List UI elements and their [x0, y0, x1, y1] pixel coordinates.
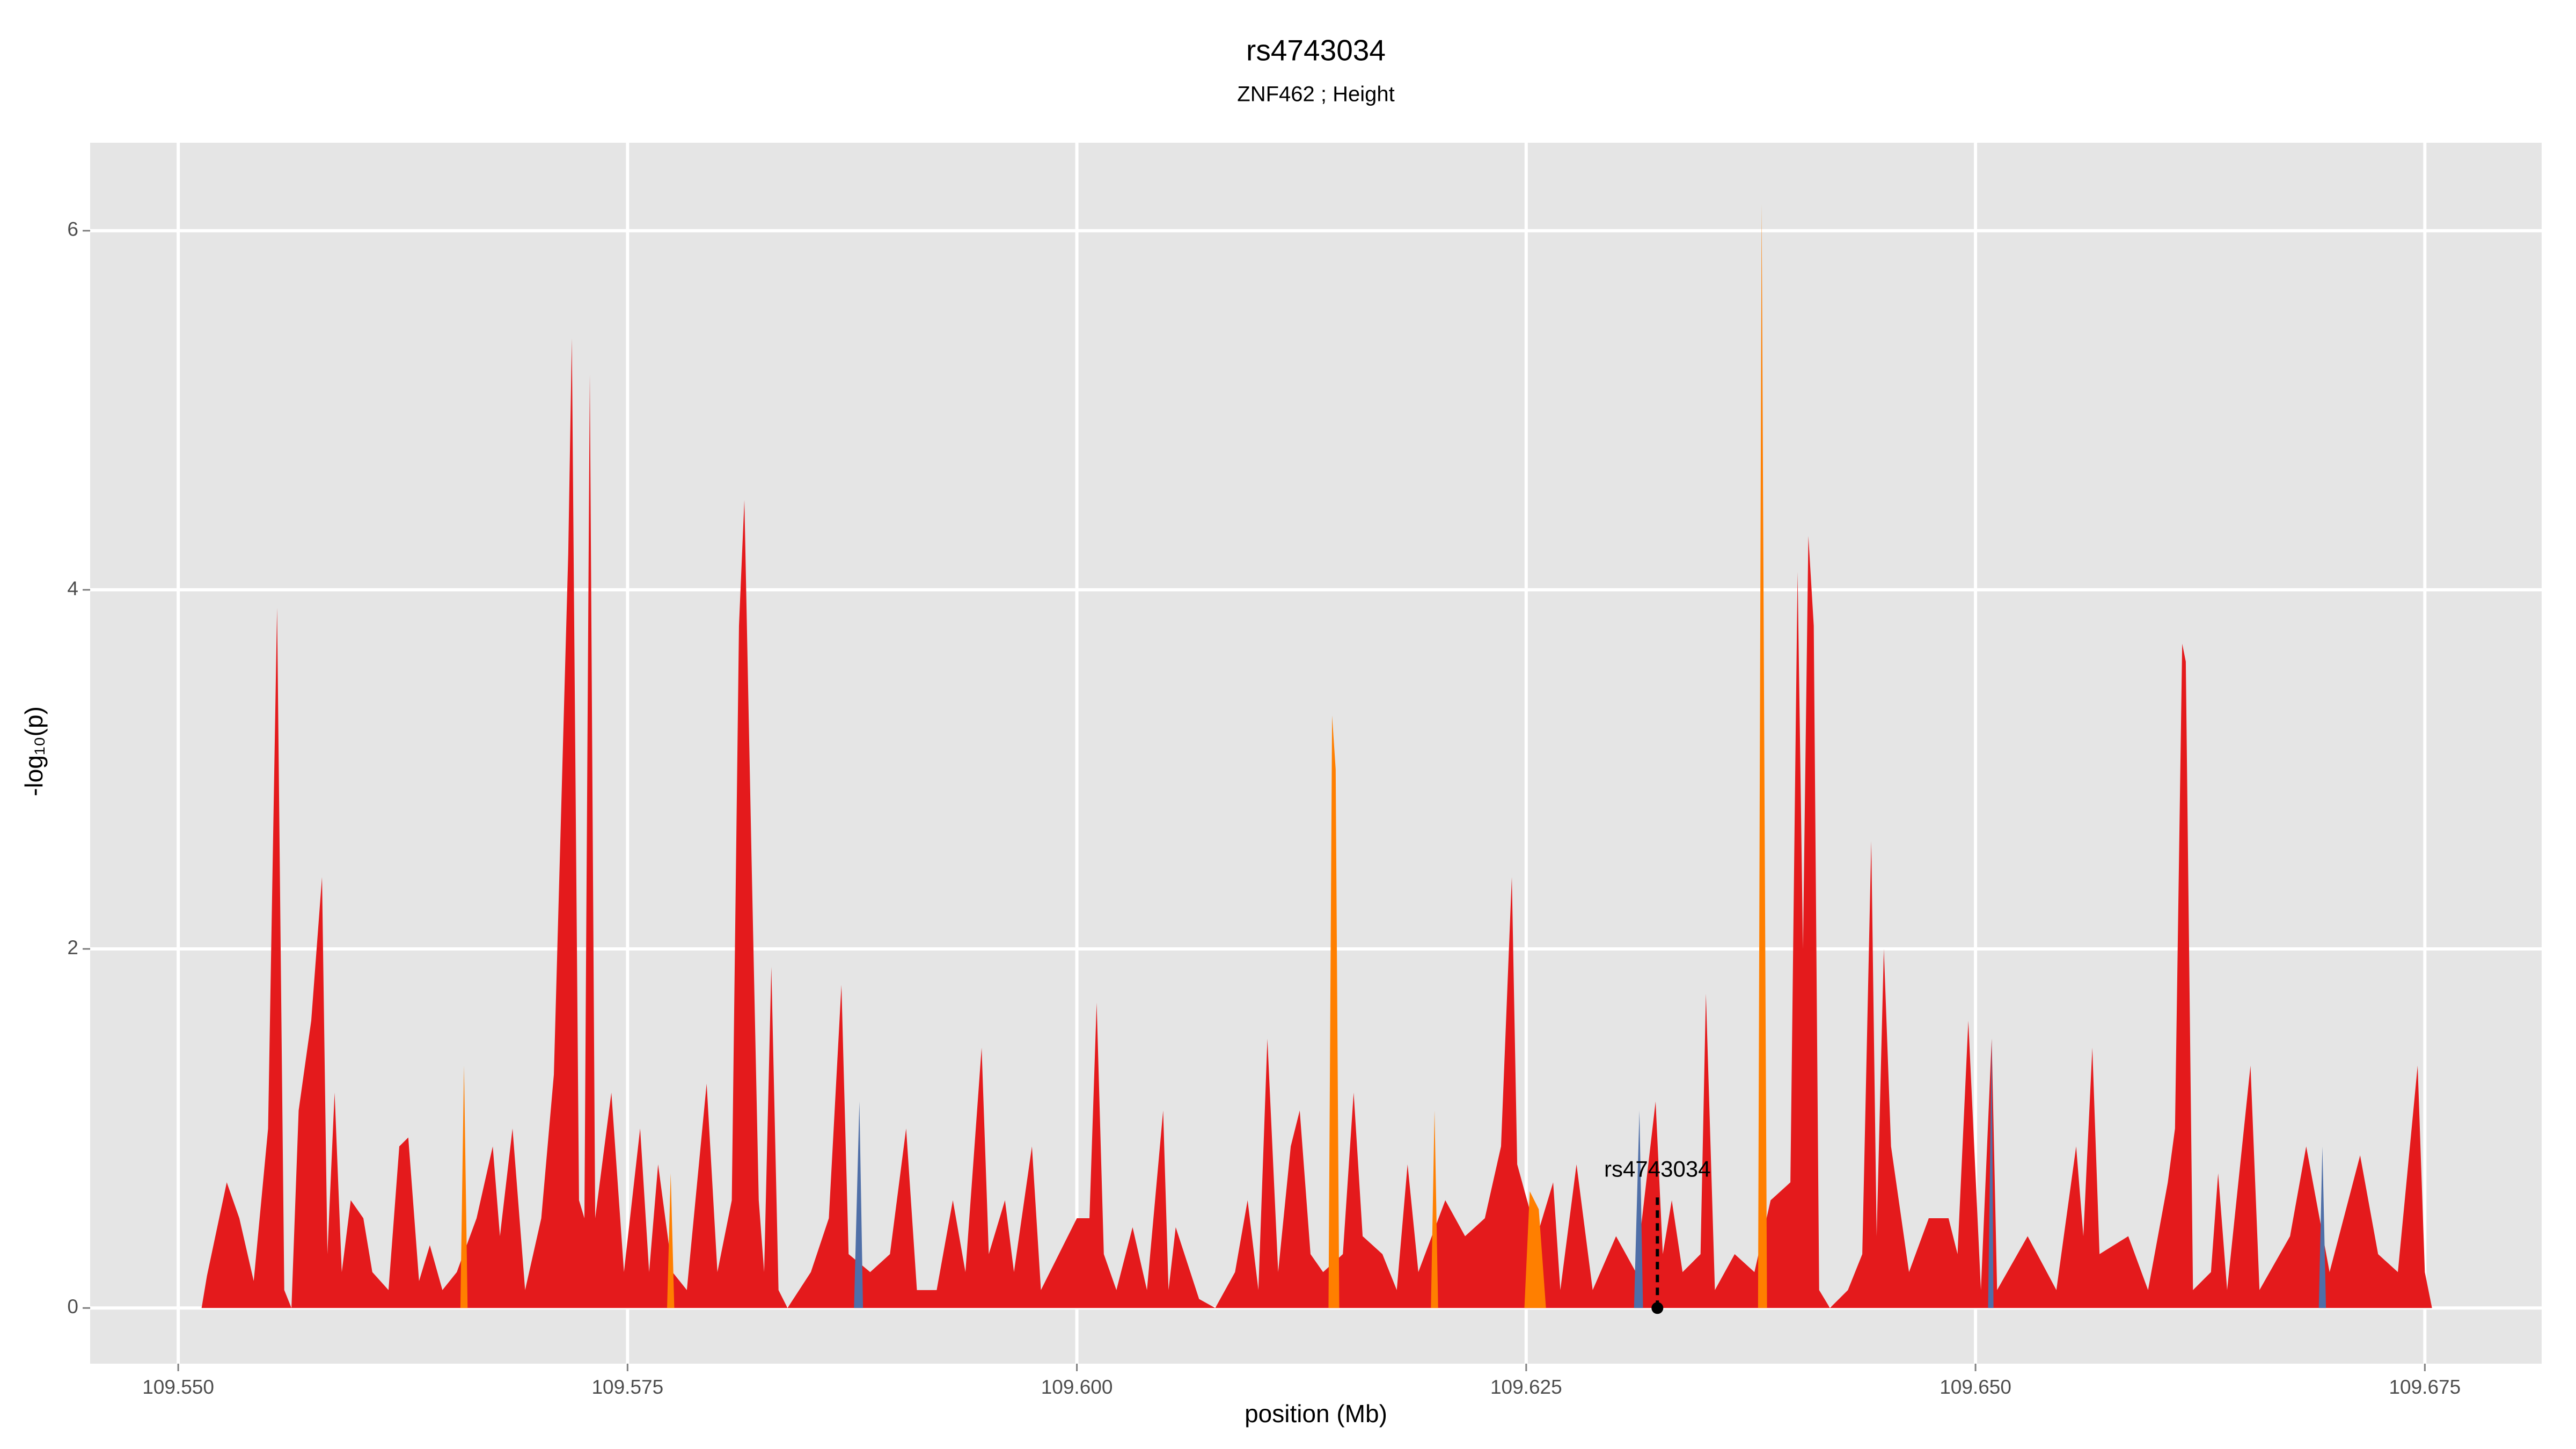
annotation-label: rs4743034 [1604, 1156, 1711, 1181]
chart-subtitle: ZNF462 ; Height [1237, 83, 1394, 106]
x-tick-label: 109.625 [1490, 1376, 1562, 1398]
y-tick-label: 2 [67, 936, 78, 958]
panel [90, 143, 2542, 1364]
x-tick-label: 109.600 [1041, 1376, 1113, 1398]
x-axis-label: position (Mb) [1245, 1400, 1387, 1428]
annotation-point [1651, 1302, 1664, 1314]
y-axis-label: -log₁₀(p) [20, 706, 48, 796]
y-tick-label: 4 [67, 577, 78, 599]
x-tick-label: 109.575 [591, 1376, 663, 1398]
x-tick-label: 109.550 [142, 1376, 214, 1398]
y-tick-label: 6 [67, 218, 78, 240]
x-tick-label: 109.675 [2389, 1376, 2461, 1398]
y-tick-label: 0 [67, 1296, 78, 1318]
x-tick-label: 109.650 [1940, 1376, 2011, 1398]
chart-title: rs4743034 [1246, 34, 1386, 67]
